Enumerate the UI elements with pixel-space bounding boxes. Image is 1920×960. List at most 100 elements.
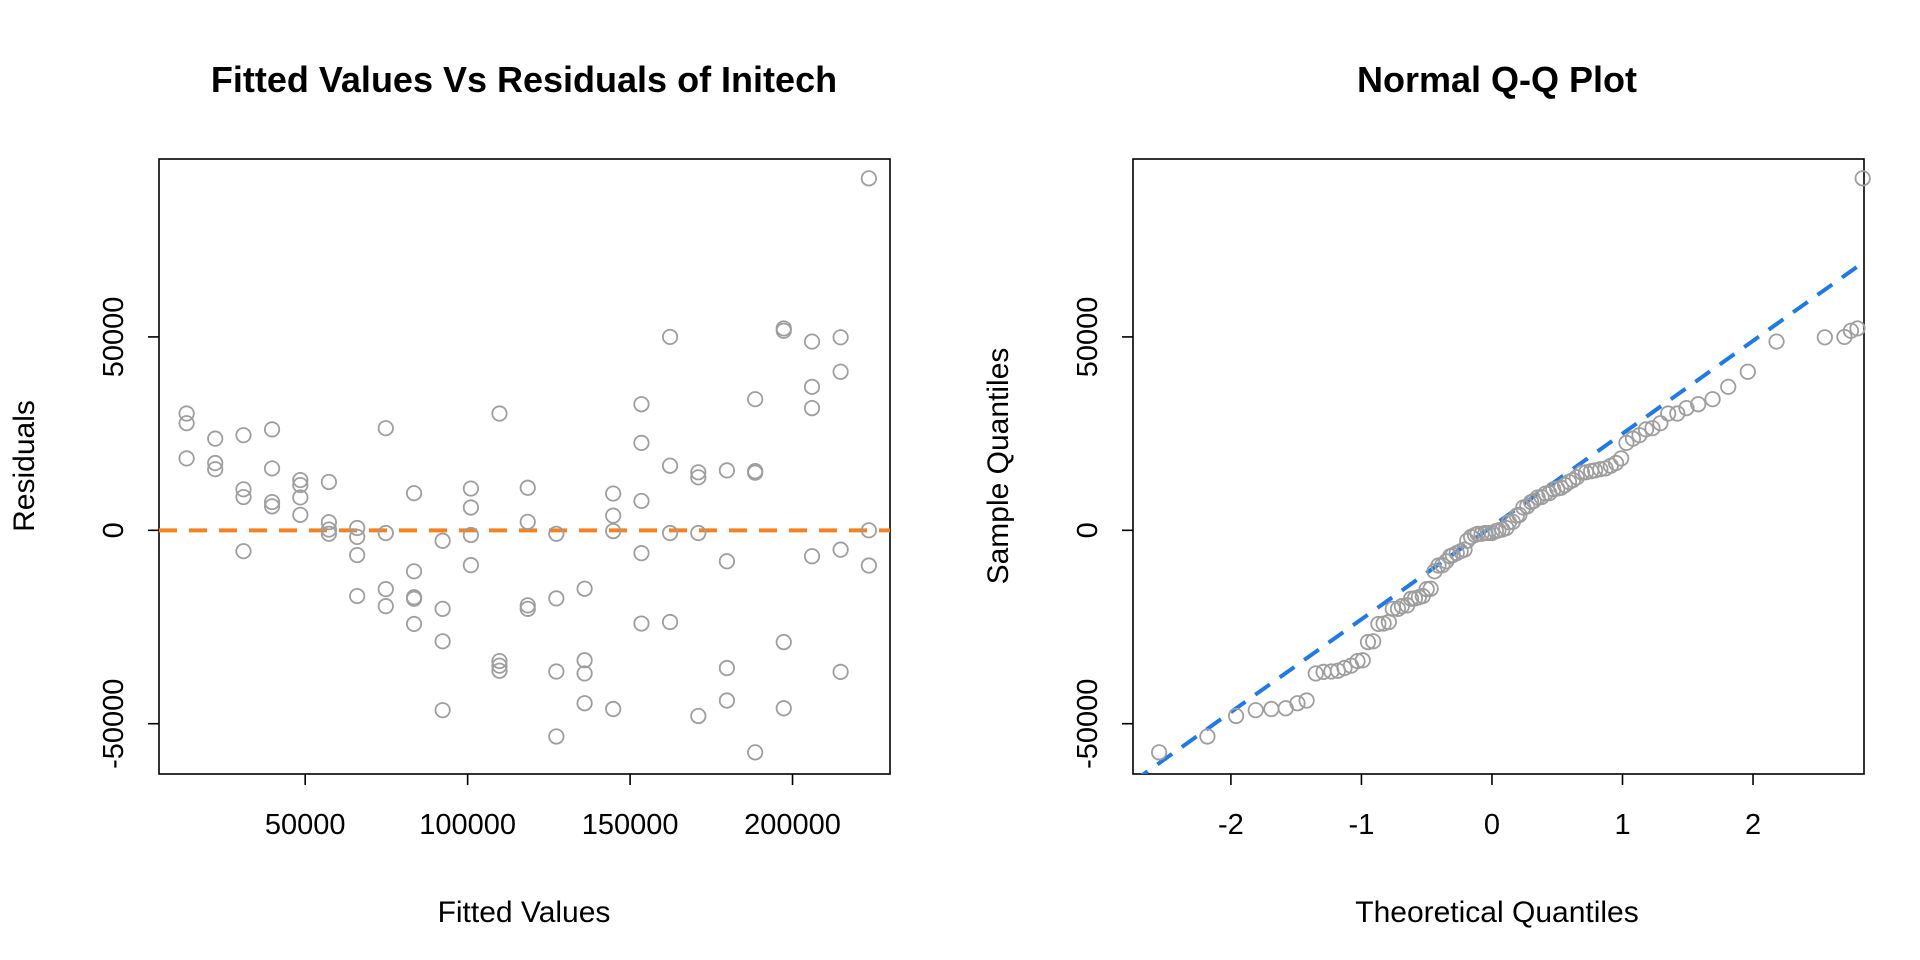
qq-plot-point bbox=[1247, 702, 1264, 719]
qq-plot-xtick-label: 2 bbox=[1745, 809, 1761, 841]
qq-plot-point bbox=[1380, 613, 1397, 631]
residuals-plot-point bbox=[803, 548, 821, 565]
qq-plot-point bbox=[1637, 421, 1655, 438]
residuals-plot-point bbox=[434, 702, 451, 719]
qq-plot-point bbox=[1365, 633, 1382, 650]
qq-plot-point bbox=[1613, 450, 1630, 467]
residuals-plot-point bbox=[548, 590, 565, 607]
residuals-plot-point bbox=[718, 462, 736, 479]
residuals-plot-point bbox=[320, 514, 338, 531]
qq-plot-point bbox=[1307, 665, 1324, 682]
residuals-plot-point bbox=[690, 707, 707, 725]
residuals-plot-point bbox=[718, 553, 736, 570]
residuals-plot-point bbox=[434, 600, 451, 617]
residuals-plot-point bbox=[292, 471, 309, 489]
residuals-plot-point bbox=[349, 528, 366, 545]
qq-plot-point bbox=[1607, 454, 1625, 472]
residuals-plot-point bbox=[349, 587, 366, 605]
qq-plot-xtick-label: -2 bbox=[1218, 809, 1244, 841]
qq-plot-point bbox=[1690, 396, 1707, 413]
residuals-plot-ytick-label: 50000 bbox=[98, 297, 130, 378]
residuals-plot-point bbox=[718, 692, 736, 709]
residuals-plot-ticks: 50000 100000 150000 200000 -50000 0 50000 bbox=[98, 297, 841, 841]
qq-plot-point bbox=[1816, 329, 1833, 346]
residuals-plot-point bbox=[803, 333, 821, 350]
residuals-plot-ytick-label: 0 bbox=[98, 522, 130, 538]
residuals-plot-point bbox=[690, 524, 707, 542]
qq-plot-ytick-label: -50000 bbox=[1072, 679, 1104, 769]
qq-plot-xlabel: Theoretical Quantiles bbox=[1355, 896, 1638, 929]
residuals-plot-point bbox=[377, 581, 394, 598]
residuals-plot-point bbox=[803, 378, 821, 395]
residuals-plot-point bbox=[491, 662, 508, 679]
residuals-plot-point bbox=[207, 461, 224, 478]
residuals-plot-point bbox=[462, 480, 479, 497]
residuals-plot-point bbox=[747, 744, 764, 761]
residuals-plot-point bbox=[462, 526, 479, 544]
residuals-plot-point bbox=[263, 498, 281, 515]
residuals-plot-point bbox=[292, 476, 309, 494]
residuals-plot-point bbox=[235, 488, 252, 506]
qq-plot-point bbox=[1349, 652, 1366, 670]
residuals-plot-point bbox=[320, 521, 338, 538]
residuals-plot-point bbox=[320, 525, 338, 542]
residuals-plot-point bbox=[178, 415, 195, 432]
qq-plot-point bbox=[1660, 405, 1677, 422]
qq-plot-point bbox=[1389, 600, 1407, 617]
residuals-plot-point bbox=[320, 473, 338, 491]
qq-plot-xtick-label: 0 bbox=[1484, 809, 1500, 841]
qq-plot-point bbox=[1768, 333, 1785, 350]
qq-plot-point bbox=[1568, 469, 1585, 486]
qq-plot-point bbox=[1359, 634, 1377, 651]
residuals-plot-point bbox=[832, 363, 849, 380]
residuals-plot-point bbox=[377, 524, 394, 542]
residuals-plot-point bbox=[405, 590, 423, 607]
qq-plot-ytick-label: 50000 bbox=[1072, 297, 1104, 378]
qq-plot-ticks: -2 -1 0 1 2 -50000 0 50000 bbox=[1072, 297, 1761, 841]
residuals-plot-point bbox=[491, 652, 508, 670]
residuals-plot-point bbox=[405, 563, 423, 580]
residuals-plot-point bbox=[661, 328, 679, 346]
qq-plot-point bbox=[1354, 652, 1371, 669]
residuals-plot-point bbox=[519, 513, 536, 530]
residuals-plot-point bbox=[576, 695, 593, 712]
residuals-plot-point bbox=[605, 485, 622, 502]
residuals-plot-point bbox=[832, 663, 849, 680]
residuals-plot-point bbox=[633, 615, 650, 632]
residuals-plot-xtick-label: 50000 bbox=[265, 809, 346, 841]
residuals-plot-ytick-label: -50000 bbox=[98, 679, 130, 769]
qq-plot-point bbox=[1422, 580, 1439, 597]
residuals-plot-point bbox=[263, 493, 281, 511]
residuals-plot-point bbox=[860, 170, 877, 187]
residuals-plot-point bbox=[633, 492, 650, 510]
residuals-plot-point bbox=[405, 615, 423, 633]
qq-plot-point bbox=[1370, 615, 1387, 633]
qq-plot-point bbox=[1854, 170, 1871, 187]
qq-plot-point bbox=[1263, 700, 1280, 718]
qq-plot: Normal Q-Q Plot Theoretical Quantiles Sa… bbox=[982, 59, 1871, 929]
residuals-plot-point bbox=[491, 657, 508, 674]
residuals-plot-point bbox=[576, 580, 593, 597]
residuals-plot-point bbox=[263, 460, 281, 477]
residuals-plot: Fitted Values Vs Residuals of Initech Fi… bbox=[8, 59, 891, 929]
residuals-plot-point bbox=[718, 659, 736, 677]
qq-plot-point bbox=[1151, 744, 1168, 761]
qq-plot-point bbox=[1456, 541, 1473, 558]
qq-plot-point bbox=[1652, 415, 1669, 432]
qq-plot-point bbox=[1199, 728, 1216, 745]
residuals-plot-point bbox=[775, 700, 792, 717]
qq-plot-ylabel: Sample Quantiles bbox=[982, 348, 1015, 585]
qq-plot-ytick-label: 0 bbox=[1072, 522, 1104, 538]
qq-plot-point bbox=[1289, 695, 1306, 712]
residuals-plot-point bbox=[860, 522, 877, 539]
residuals-plot-point bbox=[661, 613, 679, 631]
residuals-plot-point bbox=[747, 464, 764, 481]
qq-plot-point bbox=[1298, 692, 1315, 709]
residuals-plot-point bbox=[519, 597, 536, 614]
residuals-plot-title: Fitted Values Vs Residuals of Initech bbox=[211, 59, 837, 100]
residuals-plot-point bbox=[775, 634, 792, 651]
residuals-plot-ylabel: Residuals bbox=[8, 400, 41, 532]
residuals-plot-point bbox=[633, 434, 650, 452]
qq-plot-title: Normal Q-Q Plot bbox=[1357, 59, 1637, 100]
